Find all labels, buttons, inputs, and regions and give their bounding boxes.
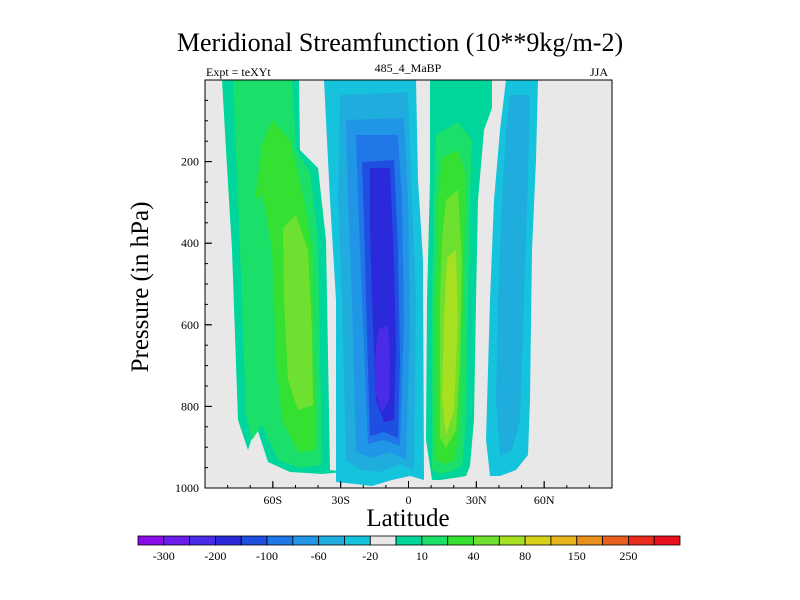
colorbar-swatch bbox=[421, 535, 449, 546]
x-tick-label: 60S bbox=[263, 493, 282, 507]
colorbar-label: 40 bbox=[468, 549, 480, 563]
colorbar-swatch bbox=[473, 535, 500, 546]
colorbar-swatch bbox=[395, 535, 423, 546]
y-tick-label: 400 bbox=[181, 236, 199, 250]
colorbar-label: -100 bbox=[256, 549, 278, 563]
colorbar-swatch bbox=[576, 535, 603, 546]
colorbar-label: -200 bbox=[204, 549, 226, 563]
y-tick-label: 800 bbox=[181, 399, 199, 413]
colorbar-swatch bbox=[627, 535, 655, 546]
colorbar-label: -20 bbox=[362, 549, 378, 563]
colorbar-label: 150 bbox=[568, 549, 586, 563]
colorbar-swatch bbox=[292, 535, 320, 546]
colorbar-swatch bbox=[189, 535, 216, 546]
contour-field bbox=[205, 80, 612, 488]
colorbar-swatch bbox=[318, 535, 345, 546]
x-tick-label: 60N bbox=[534, 493, 555, 507]
colorbar-swatch bbox=[602, 535, 629, 546]
x-axis-label: Latitude bbox=[366, 505, 450, 532]
colorbar-label: -300 bbox=[153, 549, 175, 563]
band-sh-neg-150 bbox=[375, 325, 390, 412]
colorbar-swatch bbox=[653, 535, 681, 546]
colorbar-label: 10 bbox=[416, 549, 428, 563]
colorbar-swatch bbox=[369, 535, 397, 546]
colorbar-swatch bbox=[498, 535, 526, 546]
colorbar: -300 -200 -100 -60 -20 10 40 80 150 250 bbox=[137, 535, 681, 563]
chart-title: Meridional Streamfunction (10**9kg/m-2) bbox=[176, 28, 624, 57]
colorbar-label: 80 bbox=[519, 549, 531, 563]
band-sh-outer-60 bbox=[283, 215, 313, 410]
colorbar-swatch bbox=[240, 535, 268, 546]
plot-axes: 60S 30S 0 30N 60N 200 400 600 800 1000 bbox=[175, 79, 613, 507]
band-nh-pos-80 bbox=[442, 250, 458, 436]
colorbar-swatch bbox=[266, 535, 294, 546]
y-tick-label: 600 bbox=[181, 318, 199, 332]
y-tick-label: 1000 bbox=[175, 481, 199, 495]
colorbar-swatch bbox=[215, 535, 242, 546]
x-tick-label: 30N bbox=[466, 493, 487, 507]
colorbar-swatch bbox=[344, 535, 371, 546]
colorbar-swatch bbox=[447, 535, 474, 546]
season-label: JJA bbox=[590, 65, 609, 79]
colorbar-swatch bbox=[137, 535, 165, 546]
band-nh-neg-20 bbox=[496, 95, 530, 456]
colorbar-swatch bbox=[524, 535, 552, 546]
x-tick-label: 0 bbox=[406, 493, 412, 507]
period-label: 485_4_MaBP bbox=[374, 61, 442, 75]
y-tick-label: 200 bbox=[181, 155, 199, 169]
colorbar-label: -60 bbox=[311, 549, 327, 563]
experiment-label: Expt = teXYt bbox=[206, 65, 271, 79]
colorbar-swatch bbox=[163, 535, 191, 546]
x-tick-label: 30S bbox=[331, 493, 350, 507]
colorbar-label: 250 bbox=[619, 549, 637, 563]
colorbar-swatch bbox=[550, 535, 578, 546]
